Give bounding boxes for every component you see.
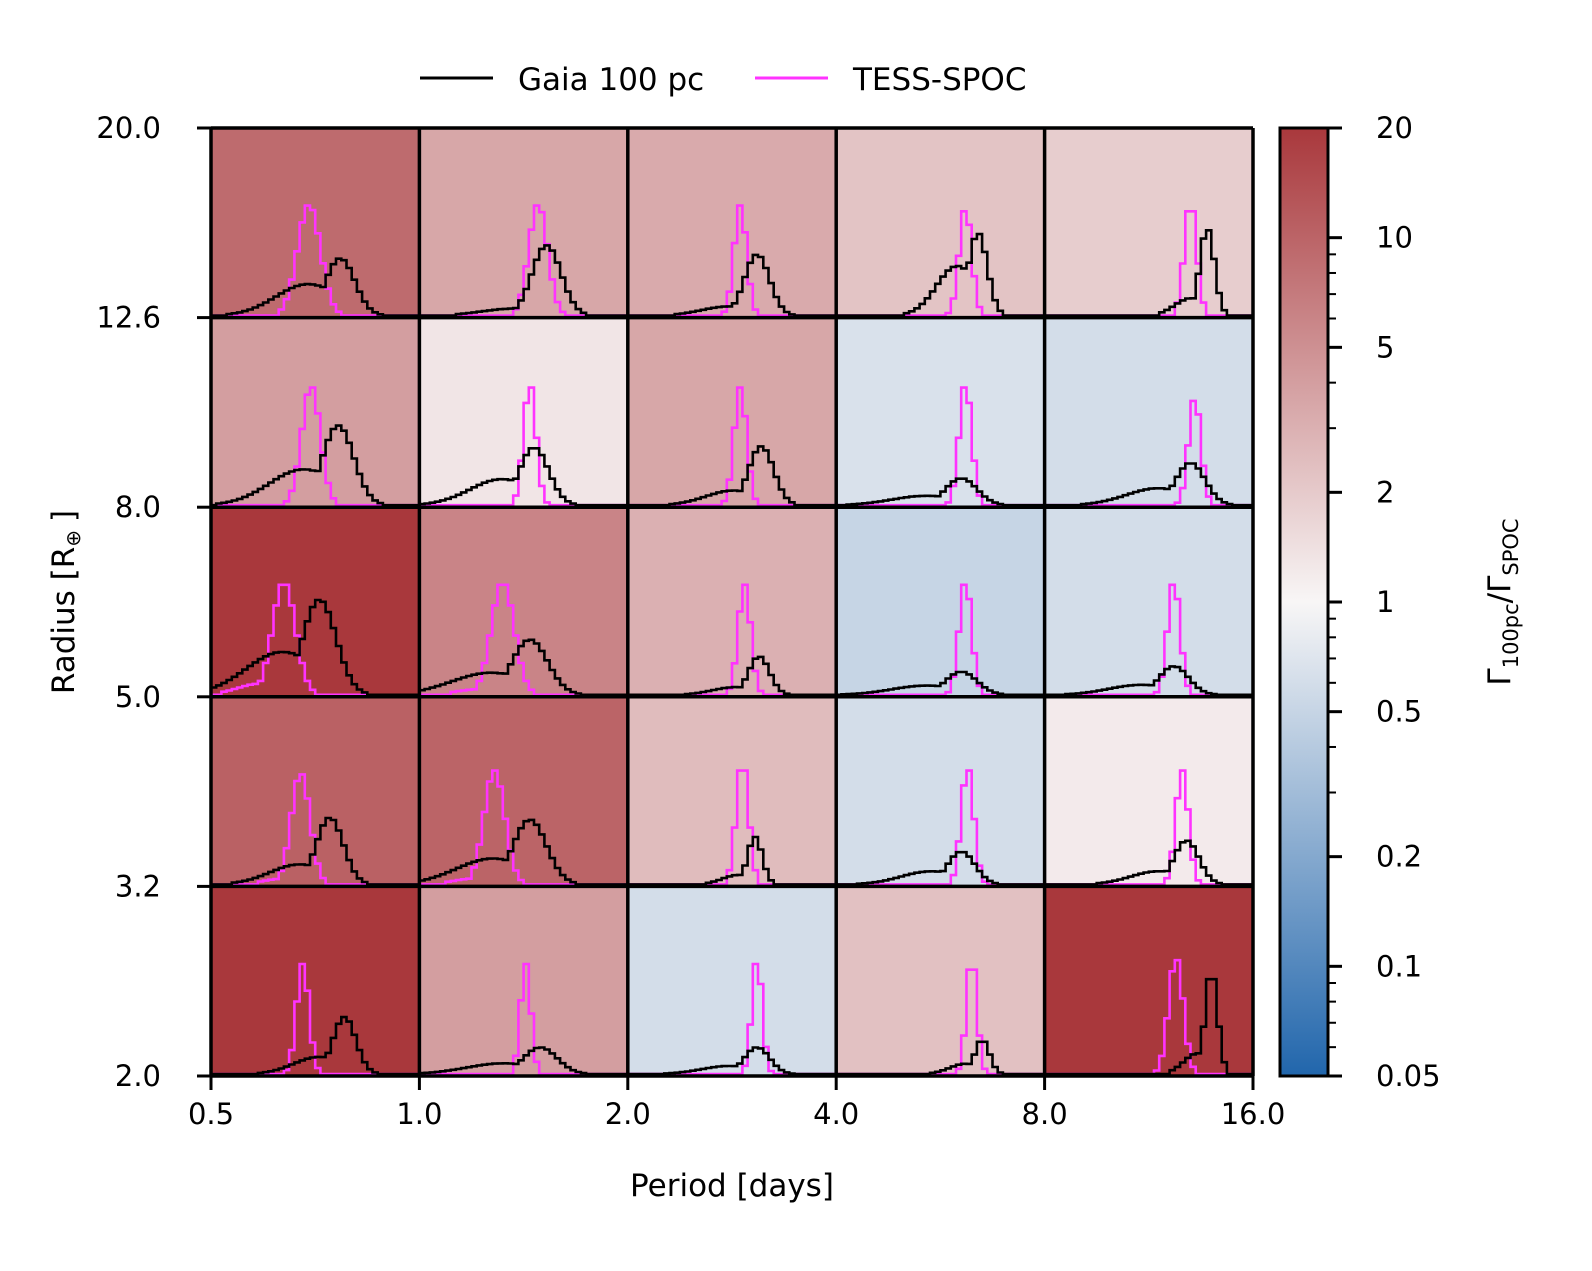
hist-gaia-100pc [1044,977,1253,1076]
hist-gaia-100pc [1044,462,1253,507]
heatmap-cell [1044,317,1253,508]
hist-gaia-100pc [836,850,1045,886]
heatmap-cell [1044,128,1253,318]
colorbar-tick-label: 0.2 [1376,840,1422,874]
hist-gaia-100pc [1044,665,1253,697]
hist-gaia-100pc [211,816,420,886]
hist-gaia-100pc [836,1040,1045,1076]
hist-gaia-100pc [211,1015,420,1076]
heatmap-cell [1044,507,1253,697]
histograms [211,204,1253,1076]
cell-gridlines [209,126,1255,1078]
colorbar-tick-label: 0.5 [1376,695,1422,729]
hist-gaia-100pc [836,670,1045,697]
x-tick-label: 2.0 [605,1097,651,1131]
colorbar-tick-label: 2 [1376,475,1394,509]
hist-tess-spoc [211,386,420,507]
y-tick-label: 12.6 [96,301,161,335]
colorbar-tick-label: 20 [1376,111,1413,145]
x-tick-label: 8.0 [1022,1097,1068,1131]
colorbar-tick-label: 0.05 [1376,1059,1441,1093]
heatmap-cell [836,696,1045,887]
hist-gaia-100pc [627,1046,837,1076]
heatmap-cell [1044,886,1253,1076]
hist-gaia-100pc [1044,839,1253,886]
colorbar-tick-label: 1 [1376,585,1394,619]
hist-gaia-100pc [418,818,628,886]
x-axis-label: Period [days] [630,1168,834,1204]
heatmap-cell [836,886,1045,1076]
colorbar-tick-label: 10 [1376,221,1413,255]
hist-gaia-100pc [418,1046,628,1076]
hist-gaia-100pc [627,655,837,697]
heatmap-cell [836,507,1045,697]
hist-gaia-100pc [1044,229,1253,317]
colorbar: 20 10 5 2 1 0.5 0.2 0.1 0.05 [1278,111,1441,1093]
hist-gaia-100pc [418,638,628,697]
heatmap-cell [836,317,1045,508]
y-tick-label: 3.2 [115,869,161,903]
hist-gaia-100pc [627,835,837,886]
hist-gaia-100pc [211,598,420,697]
x-tick-label: 4.0 [813,1097,859,1131]
heatmap-cell [627,886,837,1076]
colorbar-gradient [1278,126,1330,1078]
hist-gaia-100pc [418,447,628,507]
y-tick-label: 2.0 [115,1059,161,1093]
hist-gaia-100pc [211,257,420,317]
x-tick-label: 1.0 [396,1097,442,1131]
hist-gaia-100pc [836,232,1045,317]
legend-gaia-label: Gaia 100 pc [518,62,704,98]
legend-spoc-label: TESS-SPOC [852,62,1026,98]
hist-gaia-100pc [836,477,1045,507]
y-tick-label: 8.0 [115,490,161,524]
y-axis-label: Radius [R⊕] [46,510,85,694]
y-tick-label: 20.0 [96,111,161,145]
hist-gaia-100pc [627,445,837,507]
axes: 0.5 1.0 2.0 4.0 8.0 16.0 2.0 3.2 5.0 8.0 12.6 20.0 [96,111,1285,1131]
heatmap-cell [1044,696,1253,887]
hist-gaia-100pc [627,253,837,317]
heatmap-cell [419,696,628,887]
colorbar-label: Γ100pc/ΓSPOC [1482,518,1523,685]
heatmap-cell [836,128,1045,318]
y-tick-label: 5.0 [115,680,161,714]
colorbar-ticks: 20 10 5 2 1 0.5 0.2 0.1 0.05 [1328,111,1441,1093]
hist-gaia-100pc [211,424,420,507]
x-tick-label: 16.0 [1221,1097,1286,1131]
x-tick-label: 0.5 [188,1097,234,1131]
legend: Gaia 100 pc TESS-SPOC [420,62,1026,98]
hist-tess-spoc [211,204,420,317]
hist-tess-spoc [419,204,628,317]
hist-gaia-100pc [419,244,628,317]
colorbar-tick-label: 0.1 [1376,949,1422,983]
colorbar-tick-label: 5 [1376,330,1394,364]
